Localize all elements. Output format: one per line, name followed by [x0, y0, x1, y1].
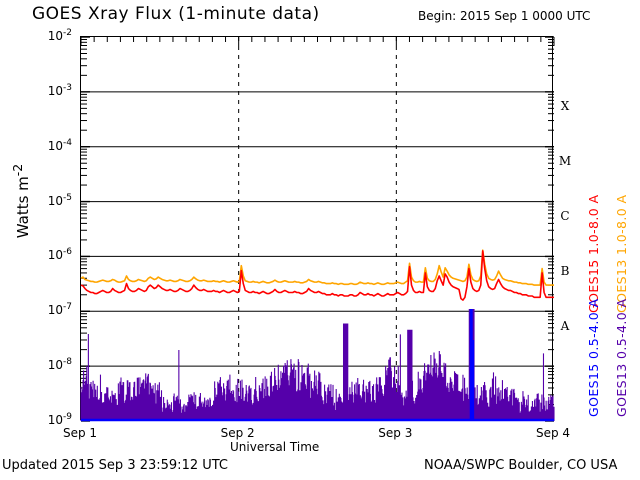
- chart-title: GOES Xray Flux (1-minute data): [32, 4, 320, 24]
- x-tick-label: Sep 1: [62, 426, 98, 440]
- flare-class-a: A: [560, 318, 570, 333]
- data-series-group: [80, 249, 555, 422]
- legend-item-goes13-1-0-8-0-a: GOES13 1.0-8.0 A: [614, 194, 629, 313]
- x-tick-label: Sep 3: [378, 426, 413, 440]
- flare-class-c: C: [560, 209, 570, 224]
- plot-canvas: [80, 36, 555, 422]
- legend-item-goes15-1-0-8-0-a: GOES15 1.0-8.0 A: [586, 194, 601, 313]
- y-tick-label: 10-8: [47, 357, 72, 373]
- y-tick-label: 10-6: [47, 247, 72, 263]
- x-tick-label: Sep 2: [220, 426, 255, 440]
- legend-item-goes13-0-5-4-0-a: GOES13 0.5-4.0 A: [614, 298, 629, 417]
- gridlines: [81, 37, 554, 421]
- axis-ticks: [80, 36, 555, 422]
- flare-class-x: X: [560, 99, 570, 114]
- plot-area: [80, 36, 555, 422]
- flare-class-m: M: [558, 154, 572, 169]
- y-tick-label: 10-5: [47, 192, 72, 208]
- flare-class-b: B: [560, 263, 570, 278]
- y-tick-label: 10-3: [47, 82, 72, 98]
- begin-time-label: Begin: 2015 Sep 1 0000 UTC: [418, 9, 591, 23]
- x-axis-title: Universal Time: [230, 440, 320, 454]
- legend-item-goes15-0-5-4-0-a: GOES15 0.5-4.0 A: [586, 298, 601, 417]
- y-tick-label: 10-2: [47, 28, 72, 43]
- source-attribution: NOAA/SWPC Boulder, CO USA: [424, 458, 618, 473]
- y-tick-label: 10-9: [47, 412, 72, 427]
- y-tick-label: 10-7: [47, 302, 72, 318]
- updated-timestamp: Updated 2015 Sep 3 23:59:12 UTC: [2, 458, 229, 473]
- y-tick-label: 10-4: [47, 137, 72, 153]
- x-tick-label: Sep 4: [535, 426, 571, 440]
